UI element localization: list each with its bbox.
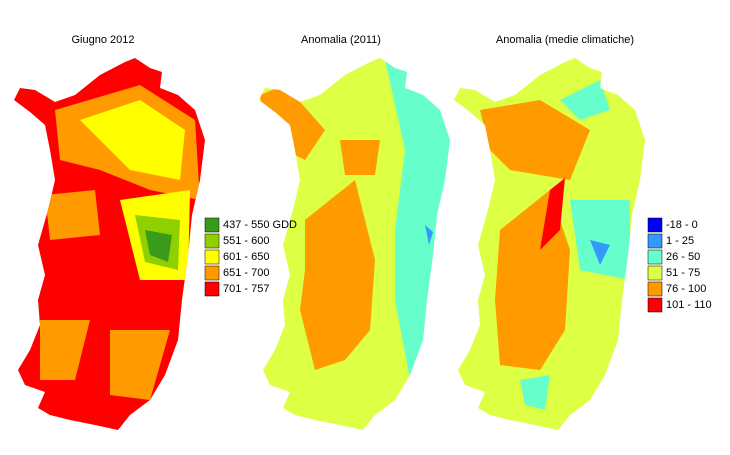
map-zones [480,80,630,410]
legend-label: 437 - 550 GDD [223,219,297,231]
map-panel: Anomalia (2011) [259,34,450,430]
legend-swatch [647,281,663,297]
legend-label: 76 - 100 [666,283,706,295]
legend-swatch [647,265,663,281]
legend-label: -18 - 0 [666,219,698,231]
legend-swatch [204,233,220,249]
legend-label: 51 - 75 [666,267,700,279]
legend-swatch [647,233,663,249]
panel-title: Anomalia (2011) [301,34,381,46]
legend-swatch [204,217,220,233]
map-zones [40,85,200,400]
legend-label: 1 - 25 [666,235,694,247]
legend-label: 701 - 757 [223,283,269,295]
map-panel: Giugno 2012 [14,34,205,430]
panel-title: Anomalia (medie climatiche) [496,34,634,46]
legend-label: 551 - 600 [223,235,269,247]
legend-swatch [204,265,220,281]
legend-label: 651 - 700 [223,267,269,279]
panel-title: Giugno 2012 [72,34,135,46]
legend-label: 601 - 650 [223,251,269,263]
legend-swatch [647,297,663,313]
legend-swatch [647,217,663,233]
legend: 437 - 550 GDD 551 - 600 601 - 650 651 - 700… [204,217,297,297]
legend-swatch [204,281,220,297]
legend-label: 101 - 110 [666,299,712,311]
legend-label: 26 - 50 [666,251,700,263]
map-panel: Anomalia (medie climatiche) [454,34,645,430]
legend-swatch [647,249,663,265]
legend-swatch [204,249,220,265]
legend: -18 - 0 1 - 25 26 - 50 51 - 75 76 - 100 101 -… [647,217,712,313]
